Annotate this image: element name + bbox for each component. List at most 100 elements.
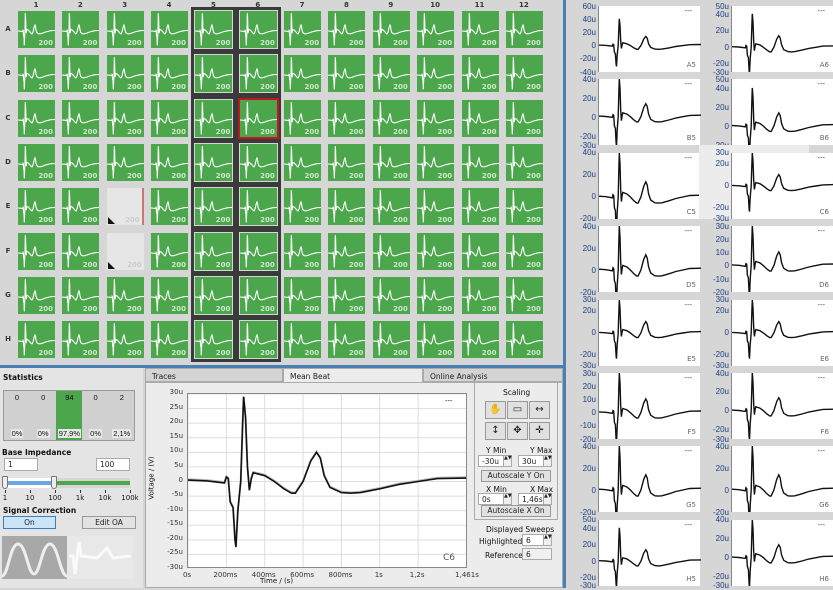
column-label-4[interactable]: 4: [166, 1, 172, 9]
well-A11[interactable]: 200: [461, 11, 499, 48]
trace-plot-A6[interactable]: A6 ---: [731, 6, 833, 72]
well-G8[interactable]: 200: [328, 276, 366, 314]
well-D3[interactable]: 200: [106, 143, 144, 181]
trace-plot-C6[interactable]: C6 ---: [731, 152, 833, 219]
trace-plot-A5[interactable]: A5 ---: [598, 6, 701, 72]
impedance-max-input[interactable]: 100: [96, 458, 130, 471]
tab-online-analysis[interactable]: Online Analysis: [423, 368, 563, 382]
trace-plot-G5[interactable]: G5 ---: [598, 446, 701, 513]
row-label-B[interactable]: B: [5, 69, 11, 78]
well-E10[interactable]: 200: [417, 188, 455, 226]
well-C1[interactable]: 200: [18, 99, 55, 137]
well-D5[interactable]: 200: [195, 143, 233, 181]
row-label-E[interactable]: E: [5, 202, 11, 211]
panel-splitter[interactable]: [563, 0, 566, 588]
y-max-input[interactable]: 30u ▲▼: [518, 455, 552, 467]
well-H3[interactable]: 200: [106, 321, 144, 359]
well-G3[interactable]: 200: [106, 276, 144, 314]
well-F2[interactable]: 200: [62, 232, 100, 270]
pan-icon[interactable]: ✥: [507, 422, 528, 440]
tab-mean-beat[interactable]: Mean Beat: [283, 368, 423, 382]
well-H6[interactable]: 200: [239, 321, 277, 359]
well-E11[interactable]: 200: [461, 188, 499, 226]
trace-plot-H6[interactable]: H6 ---: [731, 519, 833, 586]
column-label-11[interactable]: 11: [474, 1, 485, 9]
well-C11[interactable]: 200: [461, 99, 499, 137]
well-E6[interactable]: 200: [239, 188, 277, 226]
row-label-H[interactable]: H: [5, 335, 11, 344]
well-E9[interactable]: 200: [372, 188, 410, 226]
well-H5[interactable]: 200: [195, 321, 233, 359]
well-C12[interactable]: 200: [505, 99, 543, 137]
x-max-input[interactable]: 1,46s ▲▼: [518, 493, 552, 505]
highlighted-spinner[interactable]: ▲▼: [543, 535, 552, 545]
well-C7[interactable]: 200: [284, 99, 322, 137]
well-A2[interactable]: 200: [62, 11, 100, 48]
well-F1[interactable]: 200: [18, 232, 55, 270]
trace-plot-D5[interactable]: D5 ---: [598, 226, 701, 293]
row-label-A[interactable]: A: [5, 25, 11, 33]
column-label-2[interactable]: 2: [77, 1, 83, 9]
well-H11[interactable]: 200: [461, 321, 499, 359]
row-label-F[interactable]: F: [5, 246, 11, 255]
well-H2[interactable]: 200: [62, 321, 100, 359]
well-H4[interactable]: 200: [151, 321, 189, 359]
well-H10[interactable]: 200: [417, 321, 455, 359]
panel-splitter-horizontal[interactable]: [0, 365, 563, 368]
impedance-min-input[interactable]: 1: [4, 458, 38, 471]
column-label-3[interactable]: 3: [122, 1, 128, 9]
well-F6[interactable]: 200: [239, 232, 277, 270]
well-E1[interactable]: 200: [18, 188, 55, 226]
well-F8[interactable]: 200: [328, 232, 366, 270]
well-B10[interactable]: 200: [417, 55, 455, 93]
zoom-y-icon[interactable]: ↕: [485, 422, 506, 440]
well-B6[interactable]: 200: [239, 55, 277, 93]
well-A3[interactable]: 200: [106, 11, 144, 48]
well-H8[interactable]: 200: [328, 321, 366, 359]
well-G9[interactable]: 200: [372, 276, 410, 314]
histogram-bin[interactable]: 2 2,1%: [109, 391, 135, 440]
histogram-bin[interactable]: 0 0%: [30, 391, 56, 440]
zoom-point-icon[interactable]: ✛: [529, 422, 550, 440]
well-B4[interactable]: 200: [151, 55, 189, 93]
well-F3[interactable]: 200: [106, 232, 144, 270]
well-G5[interactable]: 200: [195, 276, 233, 314]
histogram-bin[interactable]: 0 0%: [4, 391, 30, 440]
well-E5[interactable]: 200: [195, 188, 233, 226]
well-F12[interactable]: 200: [505, 232, 543, 270]
column-label-9[interactable]: 9: [388, 1, 394, 9]
hand-icon[interactable]: ✋: [485, 401, 506, 419]
well-D6[interactable]: 200: [239, 143, 277, 181]
histogram-bin[interactable]: 0 0%: [83, 391, 109, 440]
well-A12[interactable]: 200: [505, 11, 543, 48]
edit-oa-button[interactable]: Edit OA: [82, 516, 136, 529]
well-A1[interactable]: 200: [18, 11, 55, 48]
well-D11[interactable]: 200: [461, 143, 499, 181]
impedance-slider-min-handle[interactable]: [2, 476, 8, 489]
well-D8[interactable]: 200: [328, 143, 366, 181]
autoscale-y-button[interactable]: Autoscale Y On: [481, 470, 551, 482]
well-B11[interactable]: 200: [461, 55, 499, 93]
zoom-x-icon[interactable]: ↔: [529, 401, 550, 419]
trace-plot-H5[interactable]: H5 ---: [598, 519, 701, 586]
well-A6[interactable]: 200: [239, 11, 277, 48]
well-A5[interactable]: 200: [195, 11, 233, 48]
column-label-10[interactable]: 10: [430, 1, 441, 9]
histogram-bin[interactable]: 94 97,9%: [56, 391, 83, 440]
y-min-spinner[interactable]: ▲▼: [503, 456, 512, 466]
well-E7[interactable]: 200: [284, 188, 322, 226]
tab-traces[interactable]: Traces: [145, 368, 283, 382]
well-A7[interactable]: 200: [284, 11, 322, 48]
well-A9[interactable]: 200: [372, 11, 410, 48]
trace-plot-B6[interactable]: B6 ---: [731, 79, 833, 146]
well-B5[interactable]: 200: [195, 55, 233, 93]
trace-plot-F5[interactable]: F5 ---: [598, 373, 701, 439]
column-label-12[interactable]: 12: [518, 1, 529, 9]
well-C6[interactable]: 200: [237, 97, 279, 139]
well-G10[interactable]: 200: [417, 276, 455, 314]
well-B12[interactable]: 200: [505, 55, 543, 93]
well-D4[interactable]: 200: [151, 143, 189, 181]
trace-plot-E6[interactable]: E6 ---: [731, 299, 833, 366]
trace-plot-E5[interactable]: E5 ---: [598, 299, 701, 366]
well-H12[interactable]: 200: [505, 321, 543, 359]
